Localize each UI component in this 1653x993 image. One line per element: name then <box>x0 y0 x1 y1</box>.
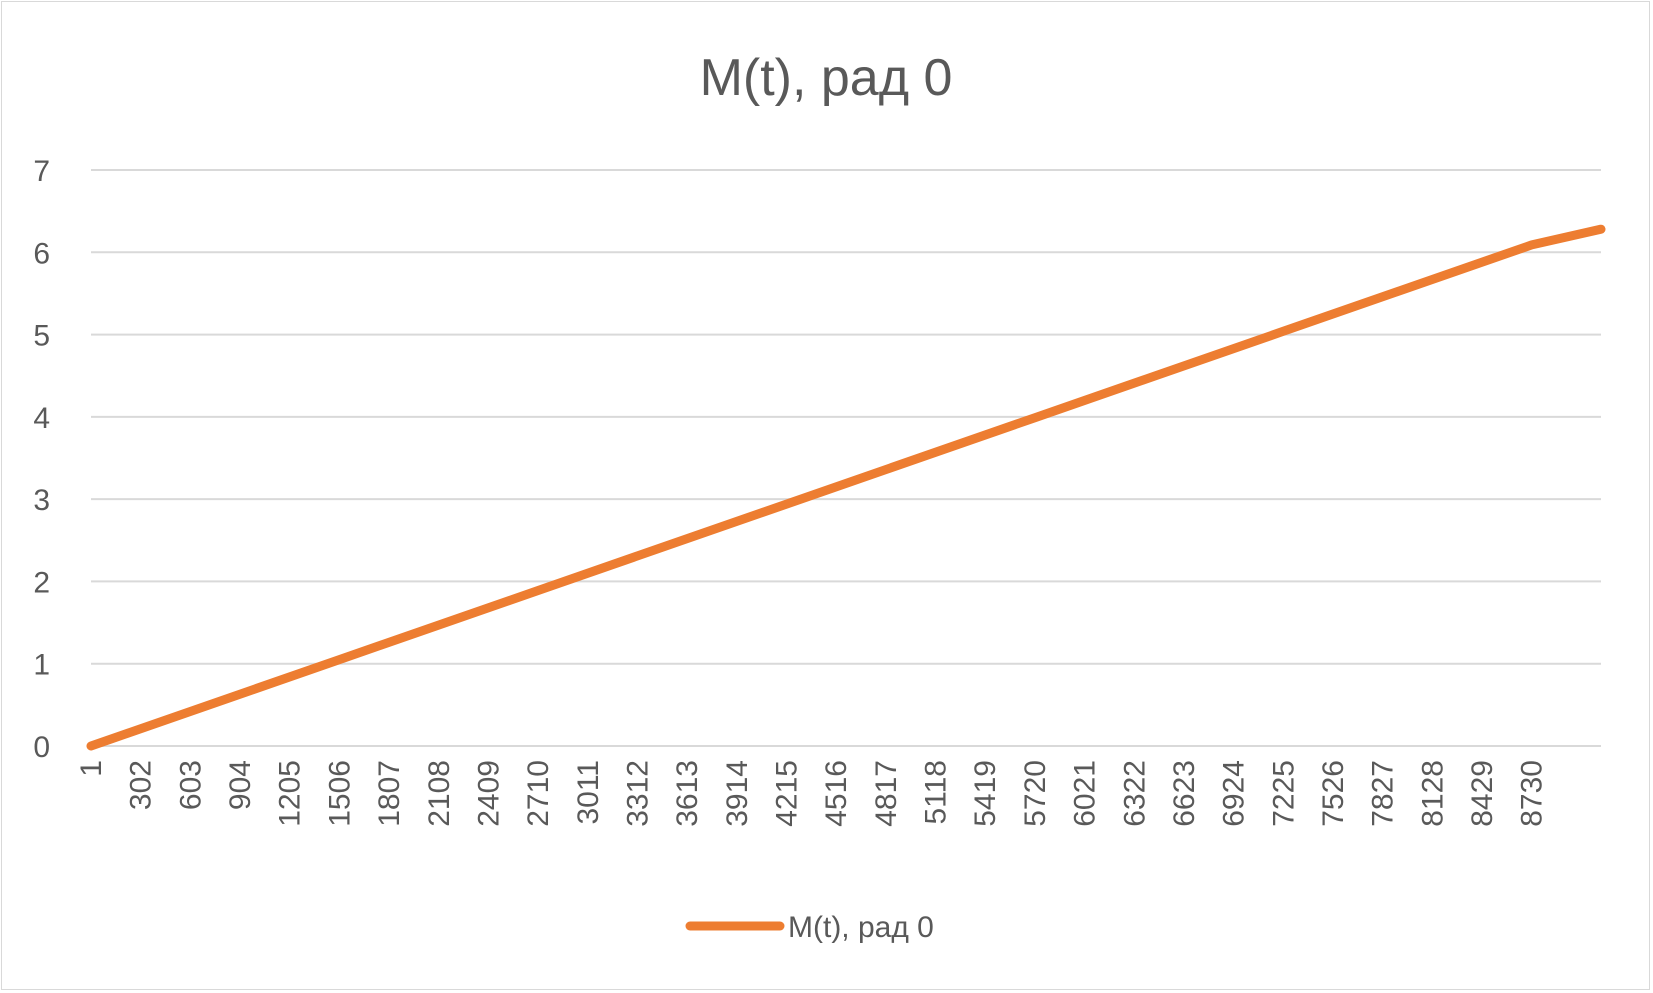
series-layer <box>86 224 1606 751</box>
x-tick-label: 3613 <box>671 760 704 827</box>
x-tick-label: 3914 <box>721 760 754 827</box>
x-tick-label: 8429 <box>1466 760 1499 827</box>
x-tick-label: 4215 <box>771 760 804 827</box>
x-tick-label: 5419 <box>969 760 1002 827</box>
x-tick-label: 3312 <box>621 760 654 827</box>
legend-label: M(t), рад 0 <box>788 911 934 944</box>
x-axis: 1 302 603 904 1205 1506 1807 2108 2409 2710 3011 33… <box>75 760 1549 827</box>
x-tick-label: 7225 <box>1267 760 1300 827</box>
x-tick-label: 2108 <box>423 760 456 827</box>
x-tick-label: 2710 <box>522 760 555 827</box>
x-tick-label: 7827 <box>1367 760 1400 827</box>
x-tick-label: 7526 <box>1317 760 1350 827</box>
x-tick-label: 8730 <box>1516 760 1549 827</box>
y-tick-label: 5 <box>33 320 50 353</box>
x-tick-label: 302 <box>125 760 158 810</box>
x-tick-label: 1807 <box>373 760 406 827</box>
x-tick-label: 6623 <box>1168 760 1201 827</box>
x-tick-label: 904 <box>224 760 257 810</box>
y-tick-label: 1 <box>33 649 50 682</box>
y-axis: 0 1 2 3 4 5 6 7 <box>33 155 50 764</box>
y-tick-label: 0 <box>33 731 50 764</box>
x-tick-label: 1 <box>75 760 108 777</box>
x-tick-label: 4817 <box>870 760 903 827</box>
y-tick-label: 3 <box>33 484 50 517</box>
x-tick-label: 6021 <box>1069 760 1102 827</box>
x-tick-label: 1506 <box>323 760 356 827</box>
y-tick-label: 7 <box>33 155 50 188</box>
x-tick-label: 5118 <box>920 760 953 825</box>
x-tick-label: 1205 <box>274 760 307 827</box>
x-tick-label: 3011 <box>572 760 605 825</box>
x-tick-label: 603 <box>174 760 207 810</box>
series-line-0 <box>86 224 1606 751</box>
y-tick-label: 6 <box>33 237 50 270</box>
x-tick-label: 6322 <box>1118 760 1151 827</box>
x-tick-label: 8128 <box>1416 760 1449 827</box>
y-tick-label: 2 <box>33 566 50 599</box>
y-tick-label: 4 <box>33 402 50 435</box>
legend: M(t), рад 0 <box>685 911 934 944</box>
x-tick-label: 6924 <box>1218 760 1251 827</box>
chart-title: M(t), рад 0 <box>700 49 953 107</box>
x-tick-label: 4516 <box>820 760 853 827</box>
x-tick-label: 5720 <box>1019 760 1052 827</box>
x-tick-label: 2409 <box>472 760 505 827</box>
gridlines <box>91 169 1601 747</box>
